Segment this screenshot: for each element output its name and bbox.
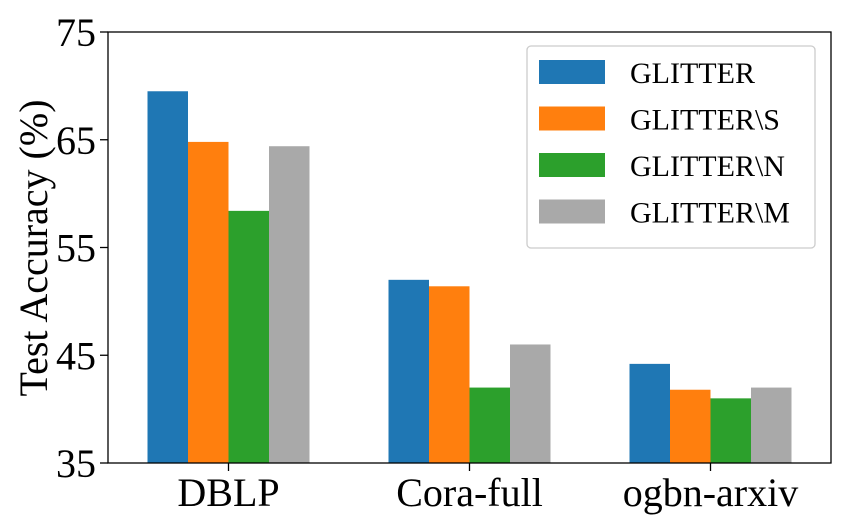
- y-tick-label: 45: [56, 333, 96, 378]
- bar-dblp-series-1: [147, 91, 188, 463]
- legend-swatch: [539, 153, 605, 177]
- legend-label: GLITTER: [630, 57, 755, 90]
- legend-swatch: [539, 199, 605, 224]
- y-tick-label: 65: [56, 118, 96, 163]
- legend-box: [526, 45, 816, 249]
- bars-group: [147, 91, 792, 463]
- bar-dblp-series-3: [228, 210, 269, 463]
- legend-label: GLITTER\N: [630, 150, 785, 183]
- bar-ogbn-arxiv-series-3: [710, 398, 751, 463]
- bar-dblp-series-2: [188, 141, 229, 463]
- bar-cora-full-series-3: [469, 387, 510, 463]
- y-tick-label: 55: [56, 226, 96, 271]
- x-tick-label: DBLP: [177, 470, 279, 515]
- legend-label: GLITTER\M: [630, 197, 790, 230]
- y-tick-label: 75: [56, 10, 96, 55]
- legend-swatch: [539, 60, 605, 84]
- bar-ogbn-arxiv-series-1: [629, 363, 670, 463]
- bar-ogbn-arxiv-series-2: [670, 389, 711, 463]
- legend: GLITTER GLITTER\S GLITTER\N GLITTER\M: [526, 45, 816, 249]
- x-tick-label: Cora-full: [396, 470, 543, 515]
- y-axis: 35 45 55 65 75: [56, 10, 108, 486]
- x-axis: DBLP Cora-full ogbn-arxiv: [177, 463, 798, 515]
- x-tick-label: ogbn-arxiv: [623, 470, 799, 515]
- bar-dblp-series-4: [269, 146, 310, 463]
- legend-label: GLITTER\S: [630, 104, 780, 137]
- legend-swatch: [539, 106, 605, 131]
- y-axis-label: Test Accuracy (%): [11, 99, 56, 396]
- bar-ogbn-arxiv-series-4: [751, 387, 792, 463]
- bar-cora-full-series-1: [388, 279, 429, 463]
- bar-cora-full-series-4: [510, 344, 551, 463]
- y-tick-label: 35: [56, 441, 96, 486]
- bar-cora-full-series-2: [429, 286, 470, 463]
